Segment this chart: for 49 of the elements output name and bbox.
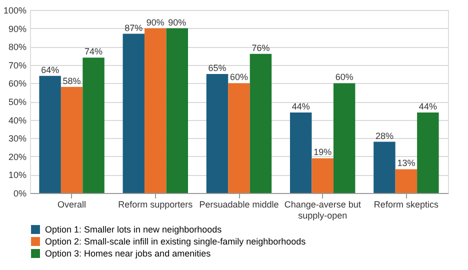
data-label: 90% bbox=[146, 17, 164, 28]
data-label: 76% bbox=[252, 42, 270, 53]
bar bbox=[228, 83, 250, 193]
data-label: 60% bbox=[335, 72, 354, 82]
data-label: 44% bbox=[292, 101, 310, 112]
data-label: 90% bbox=[168, 17, 186, 28]
y-tick-label: 90% bbox=[8, 24, 26, 34]
data-label: 64% bbox=[41, 64, 60, 75]
bar bbox=[417, 112, 439, 193]
legend-label: Option 1: Smaller lots in new neighborhoods bbox=[45, 224, 222, 234]
y-tick-label: 10% bbox=[8, 170, 26, 180]
bar bbox=[395, 169, 418, 193]
data-label: 87% bbox=[124, 22, 143, 33]
y-tick-label: 20% bbox=[8, 152, 26, 162]
y-tick-label: 60% bbox=[8, 78, 26, 89]
data-label: 74% bbox=[84, 46, 103, 57]
bar bbox=[290, 112, 312, 193]
bar bbox=[39, 76, 61, 193]
bar bbox=[374, 142, 396, 193]
bar bbox=[82, 58, 104, 193]
x-tick-label: Reform skeptics bbox=[374, 200, 439, 210]
bar bbox=[60, 86, 83, 193]
data-label: 28% bbox=[375, 130, 394, 141]
data-label: 60% bbox=[230, 72, 248, 82]
bar bbox=[166, 28, 188, 193]
x-tick-label: Overall bbox=[58, 200, 86, 210]
x-tick-label: Change-averse but supply-open bbox=[284, 200, 362, 220]
legend-label: Option 2: Small-scale infill in existing single-family neighborhoods bbox=[45, 236, 306, 246]
y-tick-label: 50% bbox=[8, 97, 26, 107]
y-tick-label: 0% bbox=[13, 188, 26, 198]
y-tick-label: 80% bbox=[8, 42, 26, 52]
x-tick-label: Reform supporters bbox=[118, 200, 194, 210]
data-label: 44% bbox=[418, 101, 437, 112]
y-tick-label: 40% bbox=[8, 115, 26, 126]
data-label: 13% bbox=[397, 158, 416, 168]
y-tick-label: 70% bbox=[8, 60, 26, 70]
bar bbox=[333, 83, 356, 193]
x-tick-label: Persuadable middle bbox=[199, 200, 279, 210]
legend-label: Option 3: Homes near jobs and amenities bbox=[45, 248, 212, 258]
data-label: 19% bbox=[314, 147, 332, 158]
data-label: 65% bbox=[208, 63, 226, 74]
y-tick-label: 100% bbox=[3, 6, 26, 16]
bar bbox=[206, 74, 228, 193]
bar bbox=[312, 158, 334, 193]
bar bbox=[144, 28, 166, 193]
bar bbox=[250, 54, 272, 193]
bar bbox=[122, 34, 145, 193]
y-tick-label: 30% bbox=[8, 134, 26, 144]
data-label: 58% bbox=[62, 76, 81, 86]
